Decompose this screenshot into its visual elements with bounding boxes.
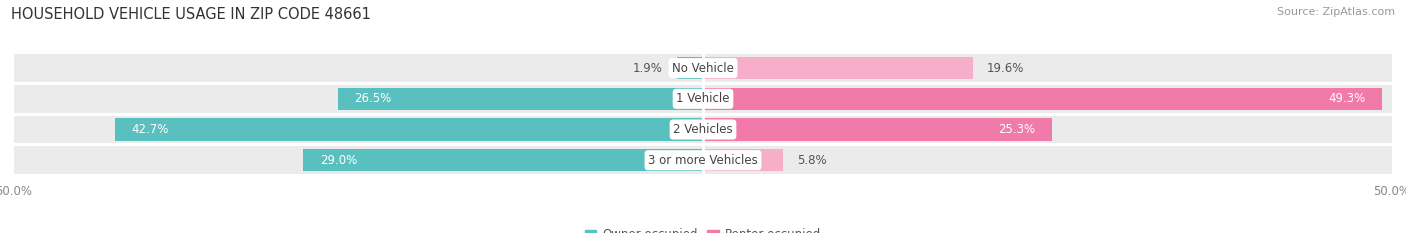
Text: 3 or more Vehicles: 3 or more Vehicles	[648, 154, 758, 167]
Bar	[115, 118, 703, 140]
Text: 19.6%: 19.6%	[987, 62, 1024, 75]
Text: HOUSEHOLD VEHICLE USAGE IN ZIP CODE 48661: HOUSEHOLD VEHICLE USAGE IN ZIP CODE 4866…	[11, 7, 371, 22]
Text: 1.9%: 1.9%	[633, 62, 664, 75]
Bar	[14, 85, 1392, 113]
Bar	[703, 149, 783, 171]
Text: No Vehicle: No Vehicle	[672, 62, 734, 75]
Text: 29.0%: 29.0%	[321, 154, 357, 167]
Bar	[703, 118, 1052, 140]
Bar	[703, 88, 1382, 110]
Text: 25.3%: 25.3%	[998, 123, 1035, 136]
Bar	[14, 54, 1392, 82]
Legend: Owner-occupied, Renter-occupied: Owner-occupied, Renter-occupied	[579, 224, 827, 233]
Bar	[14, 116, 1392, 143]
Text: Source: ZipAtlas.com: Source: ZipAtlas.com	[1277, 7, 1395, 17]
Text: 49.3%: 49.3%	[1329, 92, 1365, 105]
Bar	[14, 146, 1392, 174]
Text: 42.7%: 42.7%	[131, 123, 169, 136]
Bar	[676, 57, 703, 79]
Text: 1 Vehicle: 1 Vehicle	[676, 92, 730, 105]
Bar	[337, 88, 703, 110]
Text: 5.8%: 5.8%	[797, 154, 827, 167]
Bar	[703, 57, 973, 79]
Text: 26.5%: 26.5%	[354, 92, 392, 105]
Text: 2 Vehicles: 2 Vehicles	[673, 123, 733, 136]
Bar	[304, 149, 703, 171]
